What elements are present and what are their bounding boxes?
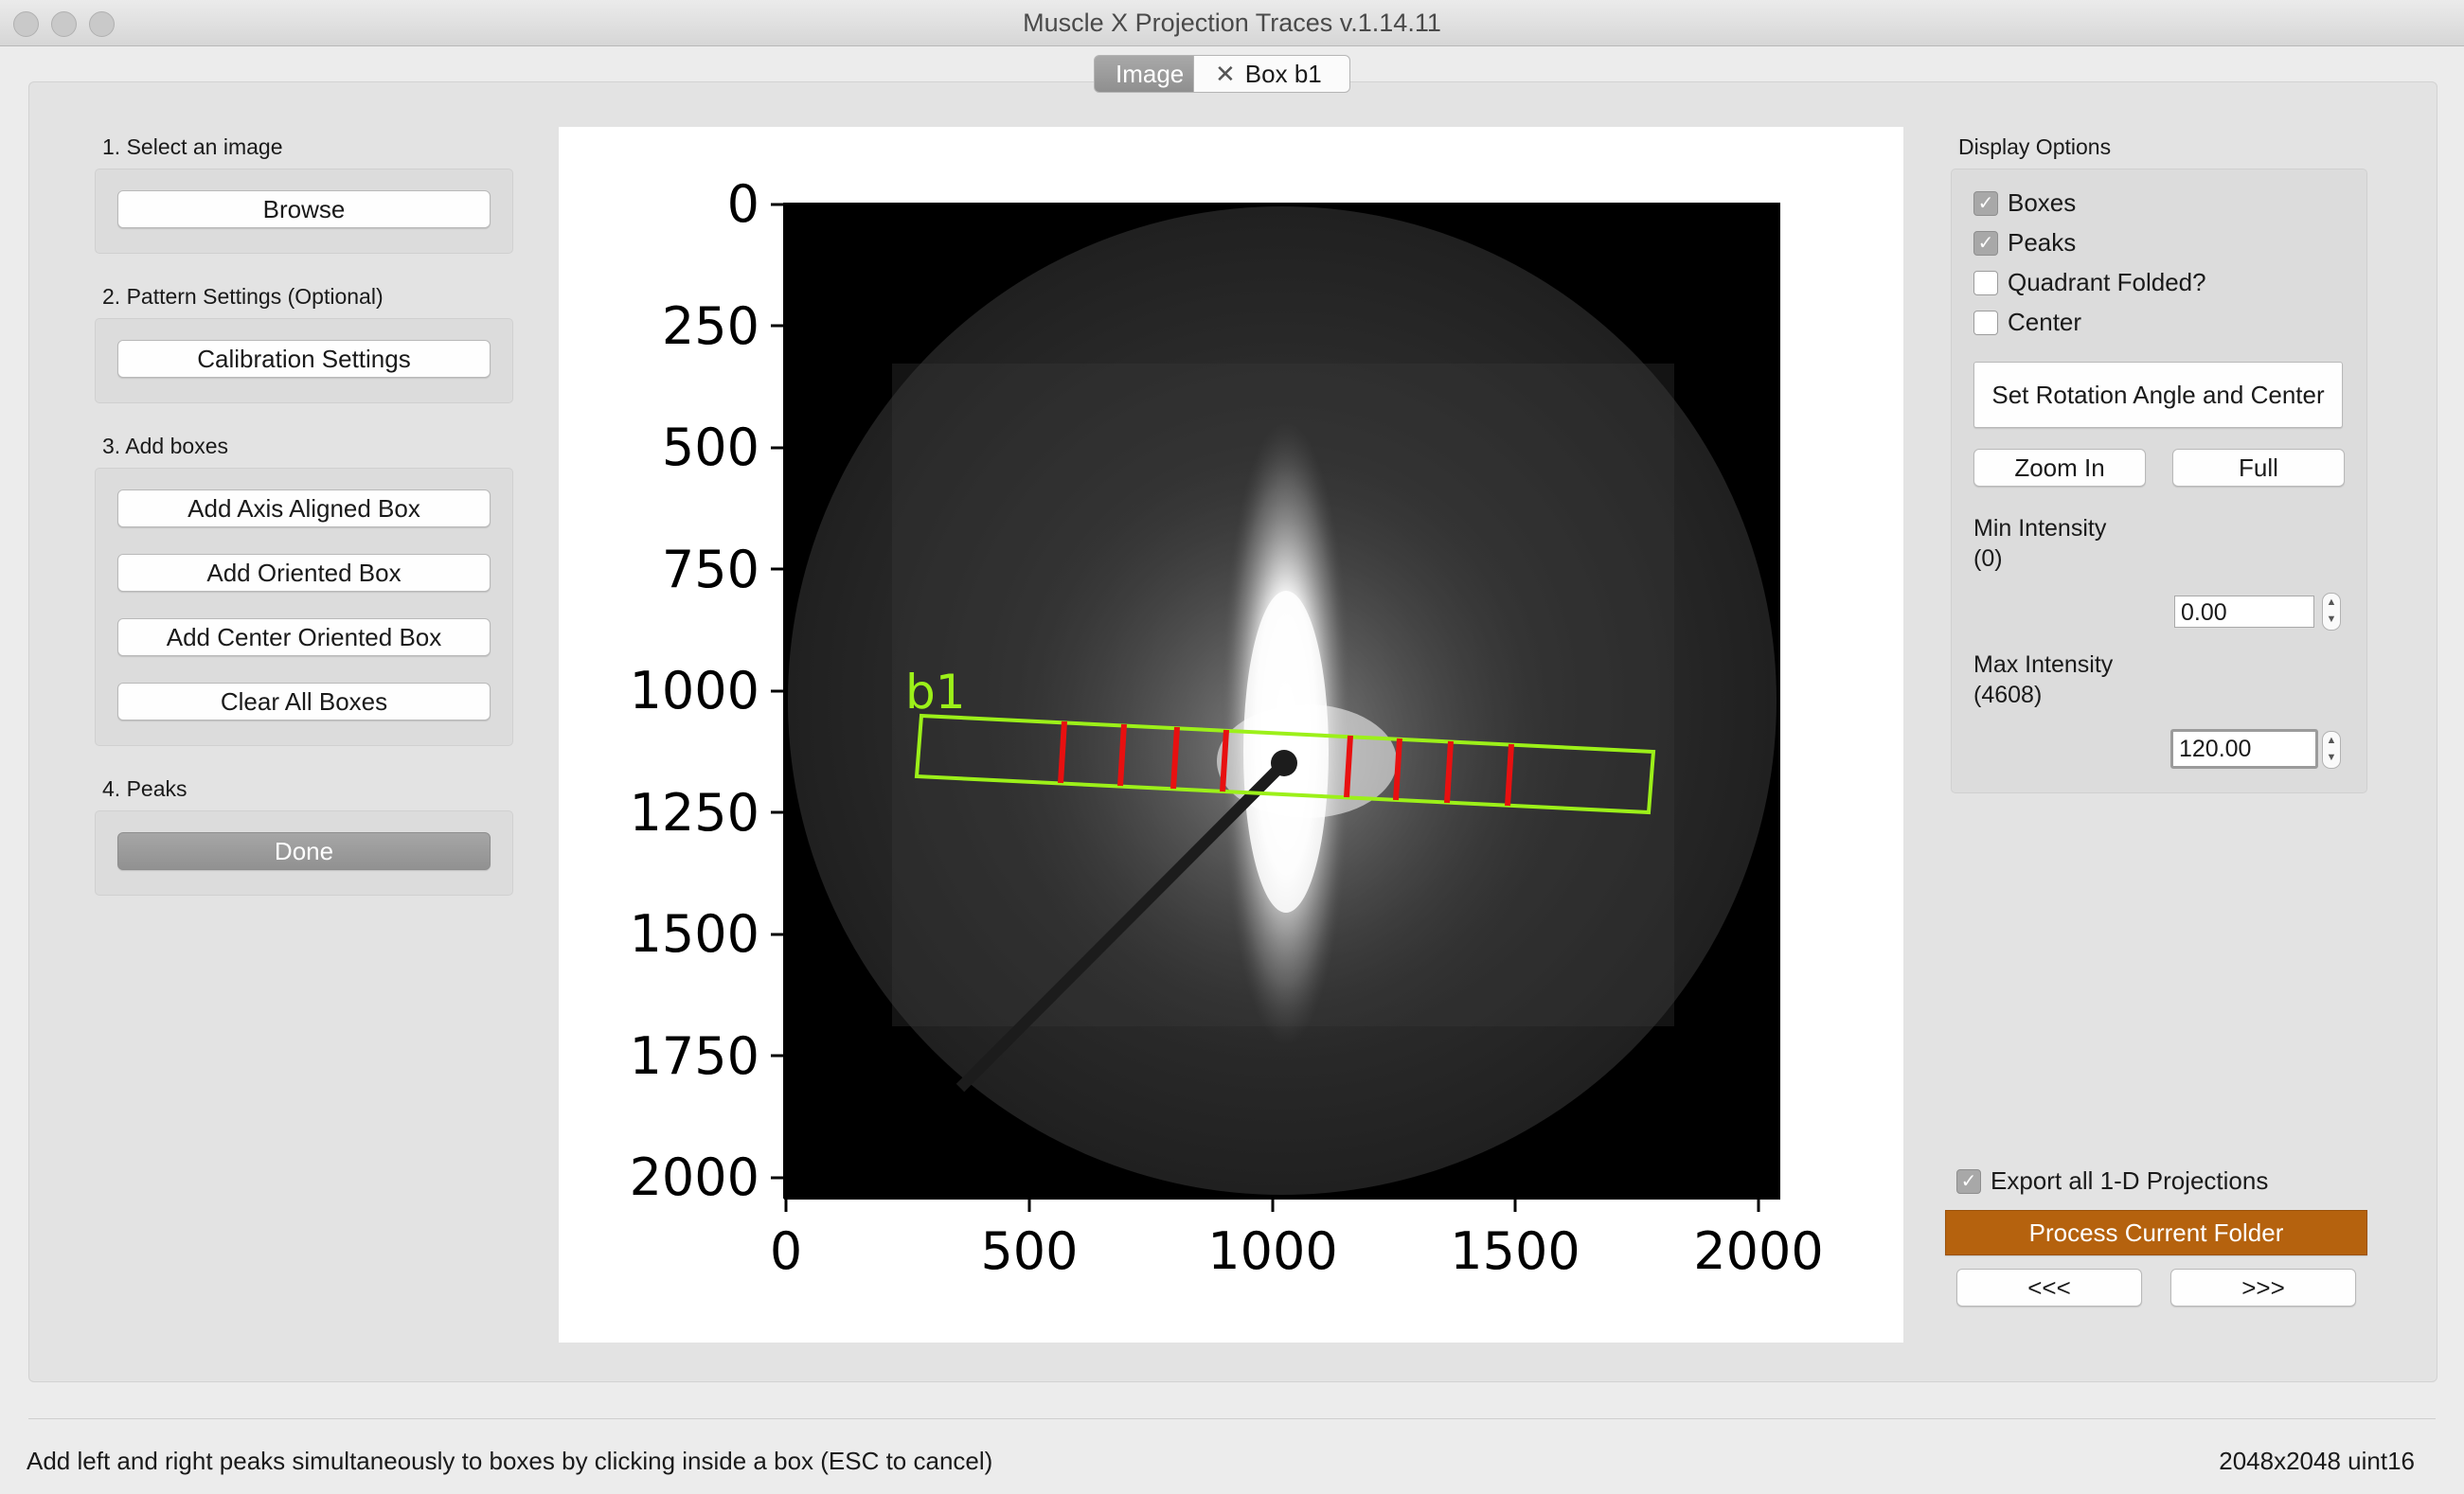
- step3-label: 3. Add boxes: [102, 434, 228, 458]
- checkbox-box[interactable]: [1973, 311, 1998, 335]
- y-tick-label: 750: [662, 540, 759, 599]
- boxes-label: Boxes: [2008, 188, 2077, 217]
- min-intensity-range: (0): [1973, 545, 2003, 572]
- check-icon[interactable]: ✓: [1973, 231, 1998, 256]
- min-intensity-stepper[interactable]: ▲ ▼: [2322, 593, 2341, 631]
- step4-label: 4. Peaks: [102, 776, 187, 801]
- x-tick-label: 500: [980, 1221, 1078, 1281]
- add-center-oriented-box-button[interactable]: Add Center Oriented Box: [117, 618, 491, 656]
- check-icon[interactable]: ✓: [1973, 191, 1998, 216]
- max-intensity-range: (4608): [1973, 682, 2043, 708]
- peak-markers[interactable]: [1058, 720, 1514, 807]
- tab-box-b1-label: Box b1: [1244, 60, 1322, 88]
- export-projections-label: Export all 1-D Projections: [1991, 1166, 2269, 1195]
- max-intensity-stepper[interactable]: ▲ ▼: [2322, 731, 2341, 769]
- peak-marker[interactable]: [1220, 729, 1229, 792]
- y-tick-label: 500: [662, 418, 759, 477]
- tab-image[interactable]: Image: [1094, 55, 1194, 93]
- peak-marker[interactable]: [1344, 735, 1353, 798]
- peak-marker[interactable]: [1505, 743, 1514, 807]
- x-tick-label: 2000: [1693, 1221, 1823, 1281]
- next-button[interactable]: >>>: [2170, 1269, 2356, 1307]
- peak-marker[interactable]: [1117, 723, 1127, 787]
- tab-image-label: Image: [1116, 60, 1185, 88]
- y-tick-label: 1000: [630, 661, 759, 720]
- add-axis-aligned-box-button[interactable]: Add Axis Aligned Box: [117, 489, 491, 527]
- image-plot[interactable]: b1 0 250 500: [559, 127, 1903, 1343]
- peak-marker[interactable]: [1393, 738, 1402, 801]
- add-oriented-box-button[interactable]: Add Oriented Box: [117, 554, 491, 592]
- minimize-window-button[interactable]: [51, 11, 77, 37]
- quadrant-folded-label: Quadrant Folded?: [2008, 268, 2206, 296]
- full-button[interactable]: Full: [2172, 449, 2345, 487]
- browse-button[interactable]: Browse: [117, 190, 491, 228]
- peak-marker[interactable]: [1170, 726, 1180, 790]
- peaks-label: Peaks: [2008, 228, 2077, 257]
- x-tick-label: 1500: [1450, 1221, 1580, 1281]
- window-title: Muscle X Projection Traces v.1.14.11: [1023, 9, 1441, 37]
- y-tick-label: 1750: [630, 1026, 759, 1086]
- x-axis: 0 500 1000 1500 2000: [770, 1199, 1824, 1281]
- min-intensity-label: Min Intensity: [1973, 515, 2107, 542]
- x-tick-label: 1000: [1207, 1221, 1337, 1281]
- peak-marker[interactable]: [1058, 720, 1067, 784]
- y-tick-label: 1500: [630, 904, 759, 964]
- done-button[interactable]: Done: [117, 832, 491, 870]
- close-icon[interactable]: ✕: [1215, 60, 1236, 88]
- close-window-button[interactable]: [13, 11, 39, 37]
- step1-label: 1. Select an image: [102, 134, 283, 159]
- checkbox-box[interactable]: [1973, 271, 1998, 295]
- zoom-window-button[interactable]: [89, 11, 115, 37]
- min-intensity-input[interactable]: 0.00: [2174, 596, 2314, 628]
- display-options-label: Display Options: [1958, 134, 2112, 159]
- y-tick-label: 0: [727, 174, 759, 234]
- center-label: Center: [2008, 308, 2082, 336]
- y-axis: 0 250 500 750 1000 1250 1500 1750 2000: [630, 174, 784, 1207]
- peak-marker[interactable]: [1444, 740, 1454, 804]
- box-b1-label: b1: [905, 665, 966, 720]
- x-tick-label: 0: [770, 1221, 802, 1281]
- box-b1-outline[interactable]: [914, 713, 1656, 815]
- image-figure[interactable]: b1 0 250 500: [559, 127, 1903, 1343]
- y-tick-label: 1250: [630, 783, 759, 843]
- process-current-folder-button[interactable]: Process Current Folder: [1945, 1210, 2367, 1255]
- previous-button[interactable]: <<<: [1956, 1269, 2142, 1307]
- zoom-in-button[interactable]: Zoom In: [1973, 449, 2146, 487]
- max-intensity-label: Max Intensity: [1973, 651, 2114, 678]
- tab-box-b1[interactable]: ✕ Box b1: [1194, 55, 1350, 93]
- y-tick-label: 2000: [630, 1147, 759, 1207]
- beamstop-arm: [955, 758, 1289, 1093]
- status-divider: [28, 1418, 2436, 1419]
- step2-label: 2. Pattern Settings (Optional): [102, 284, 384, 309]
- title-bar: Muscle X Projection Traces v.1.14.11: [0, 0, 2464, 46]
- status-message: Add left and right peaks simultaneously …: [27, 1447, 993, 1475]
- status-bar: Add left and right peaks simultaneously …: [0, 1418, 2464, 1494]
- set-rotation-angle-button[interactable]: Set Rotation Angle and Center: [1973, 362, 2343, 428]
- max-intensity-input[interactable]: 120.00: [2170, 729, 2318, 769]
- image-info: 2048x2048 uint16: [2219, 1447, 2415, 1475]
- check-icon[interactable]: ✓: [1956, 1169, 1981, 1194]
- calibration-settings-button[interactable]: Calibration Settings: [117, 340, 491, 378]
- tab-bar: Image ✕ Box b1: [1094, 55, 1350, 93]
- y-tick-label: 250: [662, 296, 759, 356]
- beamstop: [1271, 750, 1297, 776]
- diffraction-image: [784, 203, 1780, 1199]
- clear-all-boxes-button[interactable]: Clear All Boxes: [117, 683, 491, 720]
